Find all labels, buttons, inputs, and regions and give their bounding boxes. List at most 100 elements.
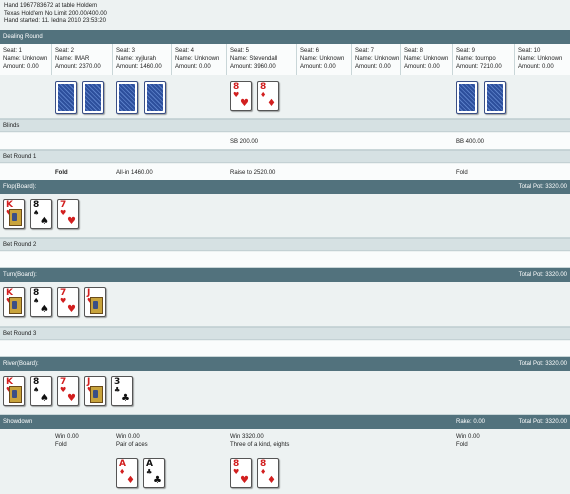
card-suit-icon: ♠: [33, 209, 40, 217]
card-suit-icon: ♠: [33, 297, 40, 305]
seat-seat: Seat: 8: [404, 48, 424, 54]
card-rank: 8: [260, 82, 267, 92]
seat-divider: [514, 44, 515, 75]
seat5-hole-card: 8 ♥ ♥: [230, 458, 252, 488]
card-back: [456, 81, 478, 114]
seat-name: Name: Stevendall: [230, 56, 278, 62]
card-suit-icon: ♣: [146, 468, 153, 476]
bet-round-1-header: Bet Round 1: [0, 150, 570, 163]
bet-round-3-header: Bet Round 3: [0, 327, 570, 340]
seat-divider: [400, 44, 401, 75]
showdown-header: Showdown Rake: 0.00 Total Pot: 3320.00: [0, 415, 570, 429]
rake-text: Rake: 0.00: [456, 419, 486, 425]
seat-amount: Amount: 0.00: [300, 64, 336, 70]
face-card-art: [9, 297, 22, 314]
flop-board-row: K♥8♠♠7♥♥: [0, 194, 570, 238]
card-pip-icon: ♣: [153, 475, 162, 486]
seat-divider: [112, 44, 113, 75]
bet-round-1-row: Fold All-in 1460.00 Raise to 2520.00 Fol…: [0, 164, 570, 181]
seat-seat: Seat: 5: [230, 48, 250, 54]
card-pip-icon: ♥: [240, 98, 249, 109]
card-rank: 8: [233, 459, 240, 469]
dealing-round-header: Dealing Round: [0, 30, 570, 44]
flop-board-card: 7 ♥ ♥: [57, 199, 79, 229]
seat-amount: Amount: 1460.00: [116, 64, 162, 70]
seat5-action: Raise to 2520.00: [230, 170, 276, 176]
river-title: River(Board):: [3, 361, 39, 367]
flop-board-card: K♥: [3, 199, 25, 229]
card-rank: K: [6, 288, 13, 298]
card-rank: A: [146, 459, 153, 469]
card-rank: 8: [33, 288, 40, 298]
card-pip-icon: ♦: [126, 475, 135, 486]
river-board-card: 3 ♣ ♣: [111, 376, 133, 406]
seat-name: Name: IMAR: [55, 56, 90, 62]
hero-hole-card: 8 ♥ ♥: [230, 81, 252, 111]
card-suit-icon: ♥: [60, 209, 67, 217]
card-pip-icon: ♠: [40, 304, 49, 315]
seat-seat: Seat: 10: [518, 48, 541, 54]
card-pip-icon: ♦: [267, 98, 276, 109]
flop-total-pot: Total Pot: 3320.00: [518, 184, 567, 190]
card-suit-icon: ♥: [233, 91, 240, 99]
seat3-hole-card: A ♣ ♣: [143, 458, 165, 488]
seat-divider: [351, 44, 352, 75]
seat3-action: All-in 1460.00: [116, 170, 153, 176]
hand-header: Hand 1967783672 at table Holdem Texas Ho…: [4, 3, 107, 26]
game-type-text: Texas Hold'em No Limit 200.00/400.00: [4, 10, 107, 17]
seat9-win: Win 0.00: [456, 434, 480, 440]
card-suit-icon: ♦: [260, 468, 267, 476]
seat3-win: Win 0.00: [116, 434, 140, 440]
card-pip-icon: ♥: [67, 393, 76, 404]
seat-seat: Seat: 3: [116, 48, 136, 54]
card-suit-icon: ♣: [114, 386, 121, 394]
card-suit-icon: ♦: [260, 91, 267, 99]
dealt-cards-row: 8 ♥ ♥ 8 ♦ ♦: [0, 75, 570, 119]
river-board-card: 8 ♠ ♠: [30, 376, 52, 406]
seat-seat: Seat: 9: [456, 48, 476, 54]
seat-amount: Amount: 3960.00: [230, 64, 276, 70]
seat-amount: Amount: 0.00: [3, 64, 39, 70]
card-rank: 8: [260, 459, 267, 469]
seat2-result: Fold: [55, 442, 67, 448]
seat9-result: Fold: [456, 442, 468, 448]
seat-name: Name: Unknown: [3, 56, 48, 62]
face-card-art: [9, 209, 22, 226]
dealing-round-title: Dealing Round: [3, 34, 43, 40]
seat5-win: Win 3320.00: [230, 434, 264, 440]
showdown-total-pot: Total Pot: 3320.00: [518, 419, 567, 425]
flop-board-card: 8 ♠ ♠: [30, 199, 52, 229]
river-board-card: K♥: [3, 376, 25, 406]
seat-divider: [452, 44, 453, 75]
card-back: [116, 81, 138, 114]
card-rank: J: [87, 377, 91, 387]
river-header: River(Board): Total Pot: 3320.00: [0, 357, 570, 371]
card-rank: K: [6, 377, 13, 387]
seat-name: Name: Unknown: [404, 56, 449, 62]
card-rank: 3: [114, 377, 121, 387]
seat-amount: Amount: 0.00: [404, 64, 440, 70]
card-rank: J: [87, 288, 91, 298]
seat-seat: Seat: 2: [55, 48, 75, 54]
seat-divider: [296, 44, 297, 75]
seat-name: Name: Unknown: [518, 56, 563, 62]
turn-title: Turn(Board):: [3, 272, 37, 278]
card-pip-icon: ♠: [40, 216, 49, 227]
seat9-action: Fold: [456, 170, 468, 176]
card-pip-icon: ♥: [67, 304, 76, 315]
seat-amount: Amount: 0.00: [355, 64, 391, 70]
seat-name: Name: Unknown: [300, 56, 345, 62]
seat-seat: Seat: 4: [175, 48, 195, 54]
card-suit-icon: ♥: [233, 468, 240, 476]
card-pip-icon: ♣: [121, 393, 130, 404]
card-rank: 7: [60, 200, 67, 210]
seat3-hole-card: A ♦ ♦: [116, 458, 138, 488]
hand-id-text: Hand 1967783672 at table Holdem: [4, 3, 98, 9]
turn-board-card: J♥: [84, 287, 106, 317]
turn-board-card: 8 ♠ ♠: [30, 287, 52, 317]
card-rank: 7: [60, 377, 67, 387]
card-pip-icon: ♦: [267, 475, 276, 486]
turn-board-card: 7 ♥ ♥: [57, 287, 79, 317]
card-suit-icon: ♥: [60, 386, 67, 394]
seat-amount: Amount: 0.00: [175, 64, 211, 70]
